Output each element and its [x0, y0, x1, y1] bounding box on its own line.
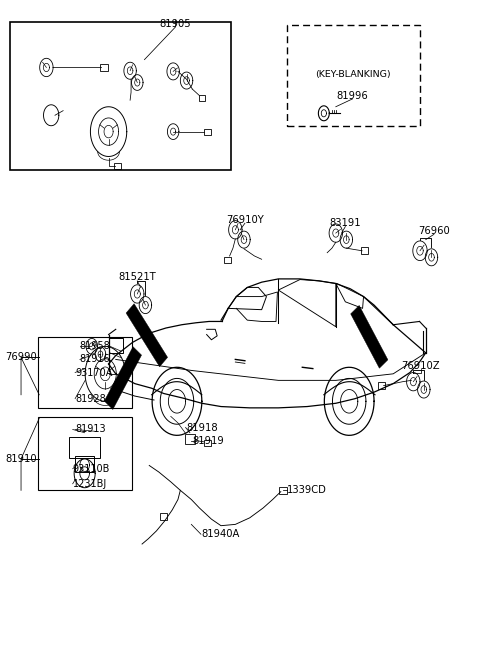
Polygon shape [104, 346, 142, 409]
Bar [109, 338, 123, 353]
Bar [100, 64, 108, 71]
Text: 93110B: 93110B [72, 464, 110, 474]
Text: (KEY-BLANKING): (KEY-BLANKING) [315, 70, 390, 79]
Bar [160, 513, 167, 520]
Bar [185, 434, 195, 444]
Text: 76990: 76990 [5, 352, 37, 363]
Polygon shape [126, 304, 168, 367]
Bar [224, 256, 231, 263]
Bar [287, 25, 420, 127]
Text: 76910Z: 76910Z [402, 361, 440, 371]
Bar [204, 129, 211, 134]
Text: 81940A: 81940A [201, 529, 239, 539]
Text: 81916: 81916 [80, 354, 110, 365]
Text: 76960: 76960 [418, 226, 450, 236]
Text: 81910: 81910 [5, 454, 37, 464]
Bar [199, 94, 205, 100]
Text: 83191: 83191 [330, 218, 361, 228]
Bar [38, 417, 132, 490]
Bar [361, 247, 368, 254]
Bar [75, 456, 94, 472]
Bar [38, 337, 132, 408]
Text: 1339CD: 1339CD [287, 485, 327, 495]
Text: 81521T: 81521T [119, 272, 156, 282]
Text: 81919: 81919 [192, 436, 224, 445]
Bar [114, 163, 121, 169]
Text: 81913: 81913 [75, 424, 106, 434]
Text: 81996: 81996 [336, 91, 369, 100]
Text: 1231BJ: 1231BJ [72, 479, 107, 489]
Text: 81918: 81918 [187, 422, 218, 432]
Bar [69, 437, 100, 458]
Bar [204, 440, 211, 447]
Bar [279, 487, 287, 493]
Polygon shape [351, 306, 388, 368]
Text: 81958: 81958 [80, 341, 110, 352]
Text: 81928: 81928 [75, 394, 106, 403]
Bar [378, 382, 384, 389]
Text: 76910Y: 76910Y [226, 215, 264, 225]
Text: 81905: 81905 [160, 18, 192, 29]
Text: 93170A: 93170A [75, 367, 112, 377]
Bar [10, 22, 230, 170]
